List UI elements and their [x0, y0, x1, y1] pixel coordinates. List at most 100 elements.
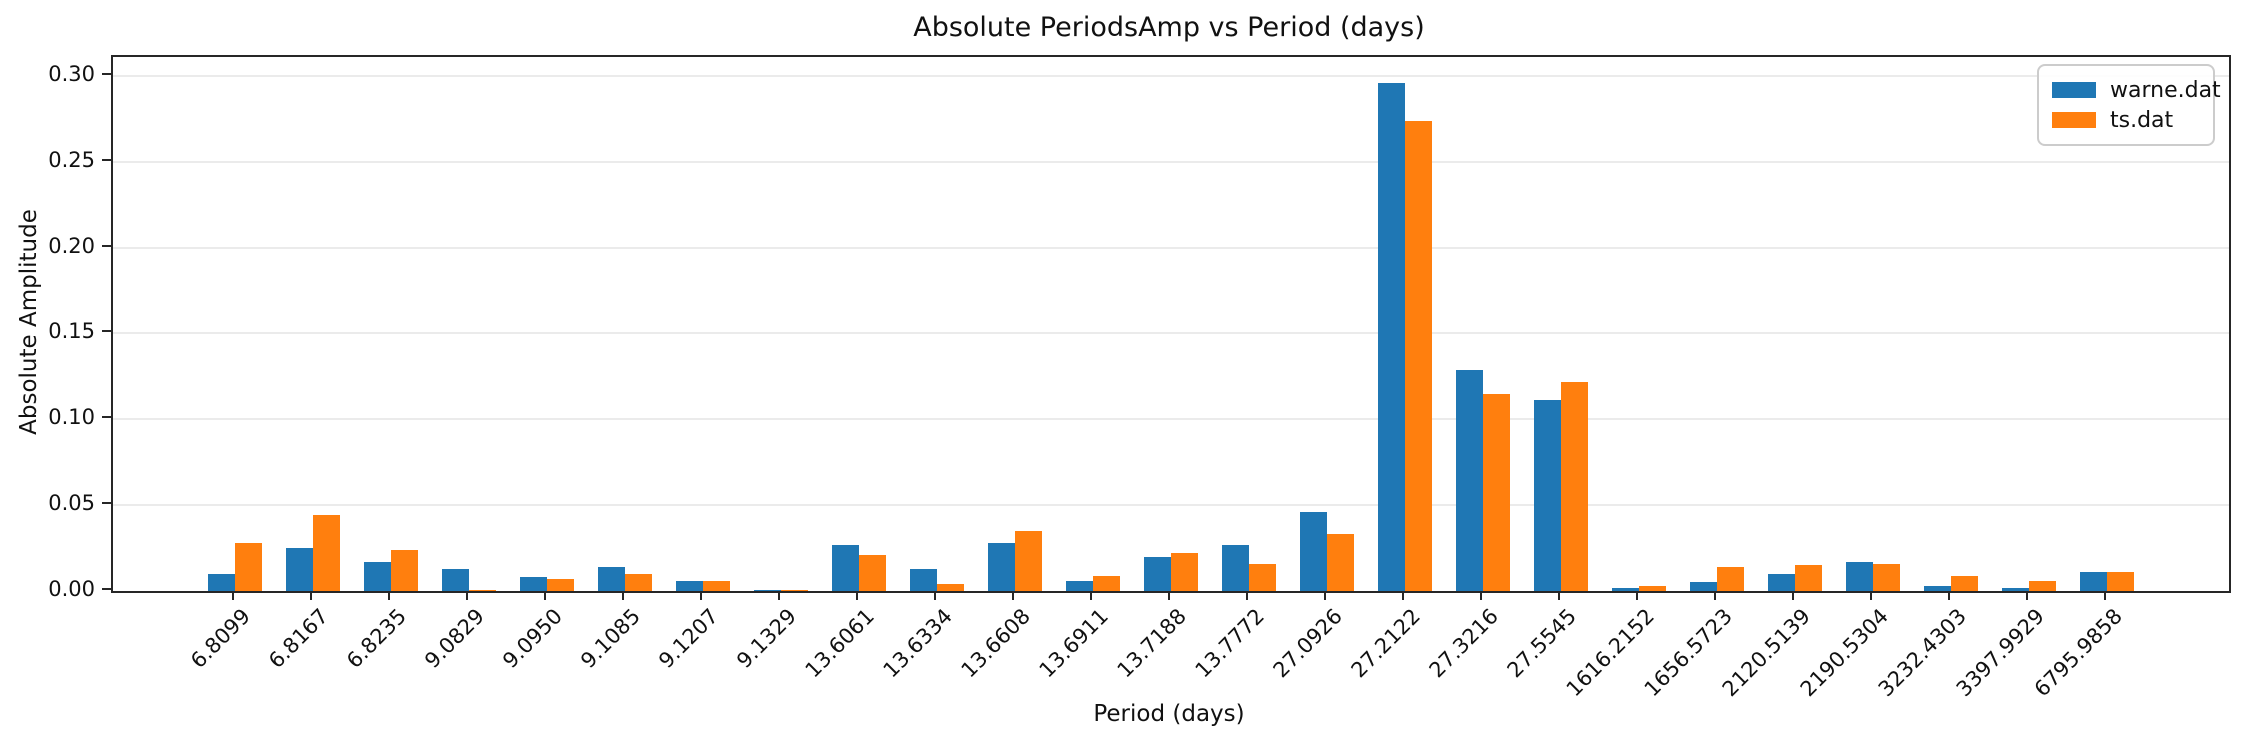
gridline: [113, 504, 2229, 507]
bar-warne.dat-13.6911: [1066, 581, 1093, 591]
bar-warne.dat-3232.4303: [1924, 586, 1951, 591]
bar-ts.dat-27.0926: [1327, 534, 1354, 591]
x-tick-mark: [1558, 591, 1560, 600]
bar-warne.dat-6.8167: [286, 548, 313, 591]
bar-warne.dat-13.6061: [832, 545, 859, 591]
bar-warne.dat-6.8099: [208, 574, 235, 591]
legend-swatch-ts.dat: [2052, 112, 2096, 128]
gridline: [113, 418, 2229, 421]
bar-warne.dat-9.0829: [442, 569, 469, 591]
x-tick-mark: [1168, 591, 1170, 600]
legend-item-warne.dat: warne.dat: [2052, 75, 2221, 105]
bar-ts.dat-6.8099: [235, 543, 262, 591]
bar-ts.dat-9.0950: [547, 579, 574, 591]
y-tick-label: 0.00: [48, 577, 95, 601]
x-tick-mark: [2026, 591, 2028, 600]
x-tick-mark: [778, 591, 780, 600]
bar-ts.dat-13.6061: [859, 555, 886, 591]
bar-ts.dat-3397.9929: [2029, 581, 2056, 591]
y-tick-label: 0.30: [48, 61, 95, 86]
x-tick-mark: [466, 591, 468, 600]
bar-warne.dat-27.3216: [1456, 370, 1483, 591]
bar-warne.dat-13.7188: [1144, 557, 1171, 591]
bar-warne.dat-13.6334: [910, 569, 937, 591]
x-tick-mark: [544, 591, 546, 600]
y-tick-label: 0.25: [48, 147, 95, 172]
bar-warne.dat-3397.9929: [2002, 588, 2029, 591]
bar-ts.dat-9.0829: [469, 590, 496, 591]
y-tick-mark: [102, 72, 111, 75]
bar-warne.dat-1656.5723: [1690, 582, 1717, 591]
y-tick-mark: [102, 416, 111, 419]
x-tick-mark: [1246, 591, 1248, 600]
y-tick-mark: [102, 502, 111, 505]
bar-ts.dat-27.3216: [1483, 394, 1510, 591]
legend-label-warne.dat: warne.dat: [2110, 77, 2221, 103]
x-tick-mark: [1480, 591, 1482, 600]
bar-warne.dat-9.1085: [598, 567, 625, 591]
x-tick-mark: [2104, 591, 2106, 600]
x-tick-mark: [700, 591, 702, 600]
bar-warne.dat-9.1207: [676, 581, 703, 591]
x-tick-mark: [1636, 591, 1638, 600]
plot-area: [111, 55, 2231, 593]
x-tick-mark: [1792, 591, 1794, 600]
x-tick-mark: [1324, 591, 1326, 600]
gridline: [113, 332, 2229, 335]
x-tick-mark: [934, 591, 936, 600]
y-tick-label: 0.15: [48, 319, 95, 344]
bar-ts.dat-27.5545: [1561, 382, 1588, 591]
bar-ts.dat-13.6608: [1015, 531, 1042, 591]
bar-ts.dat-2190.5304: [1873, 564, 1900, 591]
bar-warne.dat-9.1329: [754, 590, 781, 591]
legend-item-ts.dat: ts.dat: [2052, 105, 2213, 135]
bar-ts.dat-27.2122: [1405, 121, 1432, 591]
bar-ts.dat-9.1329: [781, 590, 808, 591]
bar-warne.dat-2190.5304: [1846, 562, 1873, 591]
bar-ts.dat-13.7188: [1171, 553, 1198, 591]
x-tick-mark: [1948, 591, 1950, 600]
x-tick-mark: [1012, 591, 1014, 600]
bar-warne.dat-27.5545: [1534, 400, 1561, 591]
bar-warne.dat-13.6608: [988, 543, 1015, 591]
gridline: [113, 160, 2229, 163]
bar-ts.dat-1616.2152: [1639, 586, 1666, 591]
x-tick-label: 6.8099: [186, 604, 255, 673]
gridline: [113, 74, 2229, 77]
bar-ts.dat-6.8167: [313, 515, 340, 591]
gridline: [113, 246, 2229, 249]
y-tick-mark: [102, 244, 111, 247]
y-tick-label: 0.20: [48, 233, 95, 258]
x-tick-mark: [1090, 591, 1092, 600]
bar-ts.dat-9.1207: [703, 581, 730, 591]
bar-warne.dat-13.7772: [1222, 545, 1249, 591]
y-tick-label: 0.05: [48, 491, 95, 516]
y-tick-mark: [102, 158, 111, 161]
bar-warne.dat-9.0950: [520, 577, 547, 591]
bar-ts.dat-13.7772: [1249, 564, 1276, 591]
bar-warne.dat-27.2122: [1378, 83, 1405, 591]
x-tick-mark: [1870, 591, 1872, 600]
bar-warne.dat-6.8235: [364, 562, 391, 591]
bar-ts.dat-6.8235: [391, 550, 418, 591]
legend-label-ts.dat: ts.dat: [2110, 107, 2174, 133]
y-tick-label: 0.10: [48, 405, 95, 430]
bar-warne.dat-2120.5139: [1768, 574, 1795, 591]
x-tick-mark: [622, 591, 624, 600]
bar-ts.dat-3232.4303: [1951, 576, 1978, 591]
bar-ts.dat-1656.5723: [1717, 567, 1744, 591]
y-tick-mark: [102, 330, 111, 333]
bar-ts.dat-2120.5139: [1795, 565, 1822, 591]
bar-ts.dat-13.6334: [937, 584, 964, 591]
bar-ts.dat-6795.9858: [2107, 572, 2134, 591]
x-axis-label: Period (days): [1093, 701, 1245, 727]
bar-warne.dat-1616.2152: [1612, 588, 1639, 591]
x-tick-mark: [232, 591, 234, 600]
bar-warne.dat-27.0926: [1300, 512, 1327, 591]
x-tick-mark: [1714, 591, 1716, 600]
legend-swatch-warne.dat: [2052, 82, 2096, 98]
chart-title: Absolute PeriodsAmp vs Period (days): [913, 12, 1425, 43]
x-tick-mark: [310, 591, 312, 600]
bar-ts.dat-13.6911: [1093, 576, 1120, 591]
